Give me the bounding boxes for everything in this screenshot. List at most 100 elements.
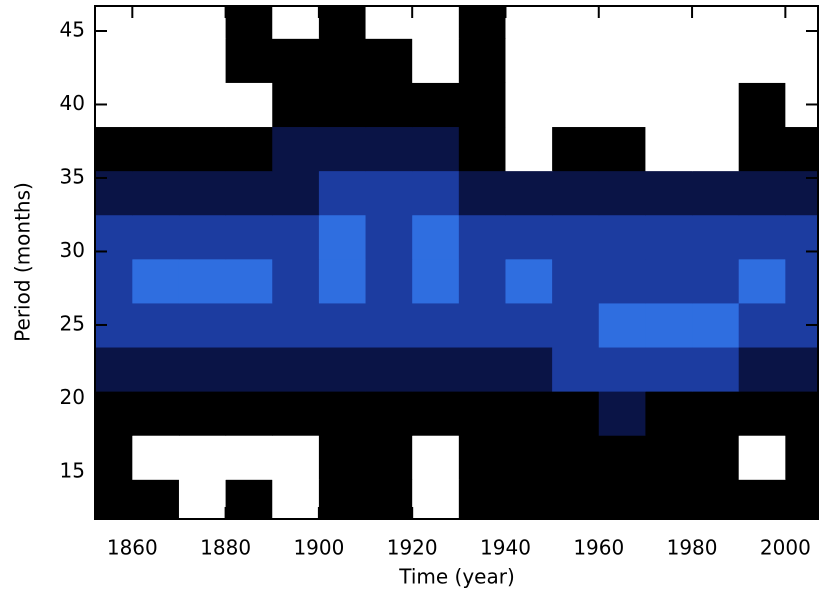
heatmap-cell [785,126,818,172]
heatmap-cell [318,435,367,480]
heatmap-cell [412,435,460,480]
heatmap-cell [272,347,320,392]
heatmap-cell [95,82,133,128]
heatmap-cell [225,435,273,480]
heatmap-cell [738,302,786,348]
heatmap-cell [598,302,646,348]
heatmap-cell [365,347,413,392]
heatmap-cell [785,38,818,83]
heatmap-cell [692,126,740,172]
heatmap-cell [598,6,646,39]
heatmap-cell [225,479,273,519]
heatmap-cell [412,126,460,172]
heatmap-cell [598,258,646,304]
heatmap-cell [598,126,646,172]
heatmap-cell [272,435,320,480]
heatmap-cell [95,6,133,39]
heatmap-cell [412,170,460,216]
heatmap-cell [552,82,600,128]
heatmap-cell [458,435,506,480]
heatmap-cell [318,391,367,436]
heatmap-cell [505,258,553,304]
y-tick-label: 35 [60,164,85,188]
heatmap-cell [272,302,320,348]
heatmap-cell [738,82,786,128]
heatmap-cell [132,347,180,392]
heatmap-cell [598,170,646,216]
heatmap-cell [318,214,367,260]
heatmap-cell [225,38,273,83]
heatmap-cell [785,6,818,39]
heatmap-area [95,6,818,519]
heatmap-cell [95,126,133,172]
heatmap-cell [738,435,786,480]
heatmap-cell [458,302,506,348]
heatmap-cell [365,214,413,260]
heatmap-cell [365,435,413,480]
heatmap-cell [552,347,600,392]
heatmap-cell [132,435,180,480]
heatmap-cell [692,479,740,519]
heatmap-cell [272,258,320,304]
heatmap-cell [132,170,180,216]
heatmap-cell [692,391,740,436]
y-tick-label: 25 [60,311,85,335]
heatmap-cell [692,347,740,392]
heatmap-cell [692,82,740,128]
heatmap-cell [645,170,693,216]
heatmap-cell [552,38,600,83]
heatmap-cell [645,479,693,519]
heatmap-cell [272,82,320,128]
heatmap-cell [95,435,133,480]
heatmap-cell [272,214,320,260]
heatmap-cell [178,38,227,83]
heatmap-cell [225,214,273,260]
heatmap-cell [785,214,818,260]
heatmap-cell [272,479,320,519]
heatmap-cell [552,214,600,260]
heatmap-cell [178,435,227,480]
heatmap-cell [132,391,180,436]
heatmap-cell [598,479,646,519]
heatmap-cell [738,214,786,260]
heatmap-cell [505,82,553,128]
heatmap-cell [95,258,133,304]
heatmap-cell [178,479,227,519]
heatmap-cell [458,391,506,436]
heatmap-cell [505,214,553,260]
y-tick-label: 45 [60,17,85,41]
heatmap-cell [598,38,646,83]
heatmap-cell [552,170,600,216]
heatmap-cell [272,126,320,172]
heatmap-cell [412,347,460,392]
heatmap-cell [785,258,818,304]
heatmap-cell [178,391,227,436]
heatmap-cell [225,82,273,128]
heatmap-cell [132,38,180,83]
heatmap-cell [505,302,553,348]
heatmap-cell [132,302,180,348]
x-tick-label: 1900 [293,536,344,560]
heatmap-cell [132,214,180,260]
heatmap-cell [552,435,600,480]
heatmap-cell [225,6,273,39]
heatmap-cell [365,38,413,83]
heatmap-cell [505,391,553,436]
heatmap-cell [225,170,273,216]
heatmap-cell [412,6,460,39]
heatmap-cell [178,347,227,392]
heatmap-cell [458,347,506,392]
heatmap-cell [132,82,180,128]
heatmap-cell [552,479,600,519]
heatmap-cell [692,435,740,480]
heatmap-cell [458,38,506,83]
x-tick-label: 1920 [387,536,438,560]
y-tick-label: 20 [60,385,85,409]
heatmap-cell [178,302,227,348]
heatmap-cell [412,82,460,128]
heatmap-cell [412,38,460,83]
heatmap-cell [272,391,320,436]
x-tick-label: 1880 [200,536,251,560]
heatmap-cell [178,6,227,39]
heatmap-cell [645,38,693,83]
